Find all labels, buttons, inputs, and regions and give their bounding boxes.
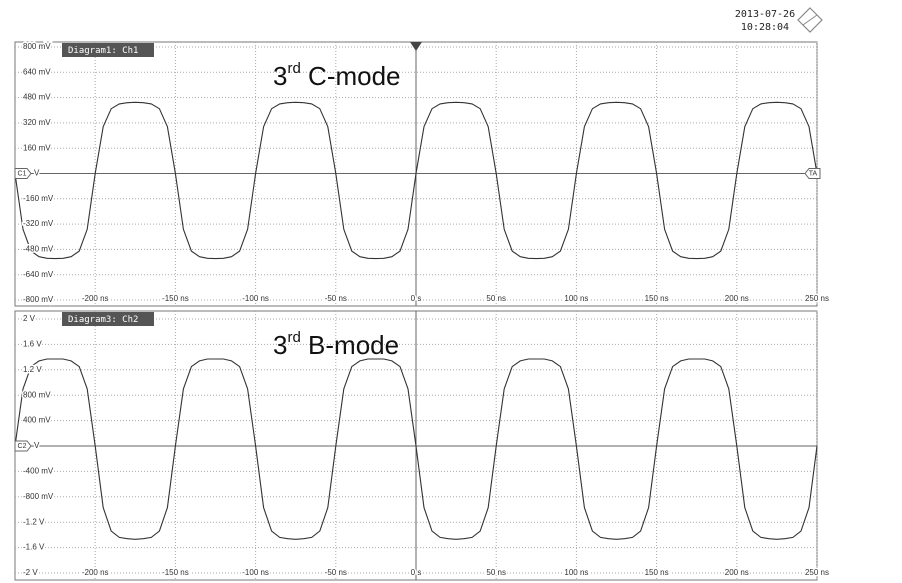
y-tick-label: -1.2 V: [23, 517, 45, 526]
x-tick-label: 0 s: [411, 568, 422, 577]
x-tick-label: 100 ns: [564, 294, 588, 303]
x-tick-label: 250 ns: [805, 294, 829, 303]
chart-title: Diagram1: Ch1: [68, 46, 138, 56]
x-tick-label: -100 ns: [242, 568, 269, 577]
y-tick-label: 320 mV: [23, 118, 51, 127]
y-tick-label: 1.2 V: [23, 365, 42, 374]
y-tick-label: 1.6 V: [23, 340, 42, 349]
annotation: 3rd C-mode: [273, 60, 401, 91]
y-tick-label: 800 mV: [23, 390, 51, 399]
x-tick-label: 150 ns: [645, 294, 669, 303]
channel-marker-label: C1: [18, 170, 27, 177]
chart-title: Diagram3: Ch2: [68, 315, 138, 325]
x-tick-label: 200 ns: [725, 294, 749, 303]
y-tick-label: -320 mV: [23, 219, 54, 228]
x-tick-label: 100 ns: [564, 568, 588, 577]
x-tick-label: -50 ns: [325, 294, 347, 303]
x-tick-label: -150 ns: [162, 294, 189, 303]
x-tick-label: -100 ns: [242, 294, 269, 303]
y-tick-label: 800 mV: [23, 42, 51, 51]
y-tick-label: 2 V: [23, 314, 36, 323]
x-tick-label: -200 ns: [82, 568, 109, 577]
y-tick-label: V: [34, 169, 40, 178]
y-tick-label: -2 V: [23, 568, 38, 577]
time: 10:28:04: [741, 22, 789, 33]
y-tick-label: V: [34, 441, 40, 450]
x-tick-label: 50 ns: [486, 294, 506, 303]
y-tick-label: -160 mV: [23, 194, 54, 203]
x-tick-label: 250 ns: [805, 568, 829, 577]
x-tick-label: 0 s: [411, 294, 422, 303]
title-tab: [62, 312, 154, 326]
y-tick-label: -640 mV: [23, 270, 54, 279]
y-tick-label: -400 mV: [23, 467, 54, 476]
y-tick-label: 640 mV: [23, 67, 51, 76]
channel-marker: [14, 168, 32, 179]
date: 2013-07-26: [735, 9, 795, 20]
logo: [797, 7, 823, 33]
y-tick-label: -480 mV: [23, 245, 54, 254]
y-tick-label: -800 mV: [23, 492, 54, 501]
channel-marker: [14, 440, 32, 452]
x-tick-label: 200 ns: [725, 568, 749, 577]
trigger-level-label: TA: [809, 170, 818, 177]
x-tick-label: 150 ns: [645, 568, 669, 577]
x-tick-label: -150 ns: [162, 568, 189, 577]
x-tick-label: -200 ns: [82, 294, 109, 303]
y-tick-label: -1.6 V: [23, 543, 45, 552]
y-tick-label: 400 mV: [23, 416, 51, 425]
y-tick-label: 480 mV: [23, 93, 51, 102]
channel-marker-label: C2: [18, 443, 27, 450]
x-tick-label: -50 ns: [325, 568, 347, 577]
trigger-level-marker: [804, 168, 821, 179]
title-tab: [62, 43, 154, 57]
x-tick-label: 50 ns: [486, 568, 506, 577]
waveform: [14, 358, 818, 540]
y-tick-label: -800 mV: [23, 295, 54, 304]
trigger-position-marker: [410, 42, 422, 51]
y-tick-label: 160 mV: [23, 143, 51, 152]
waveform: [14, 101, 818, 260]
annotation: 3rd B-mode: [273, 329, 399, 360]
